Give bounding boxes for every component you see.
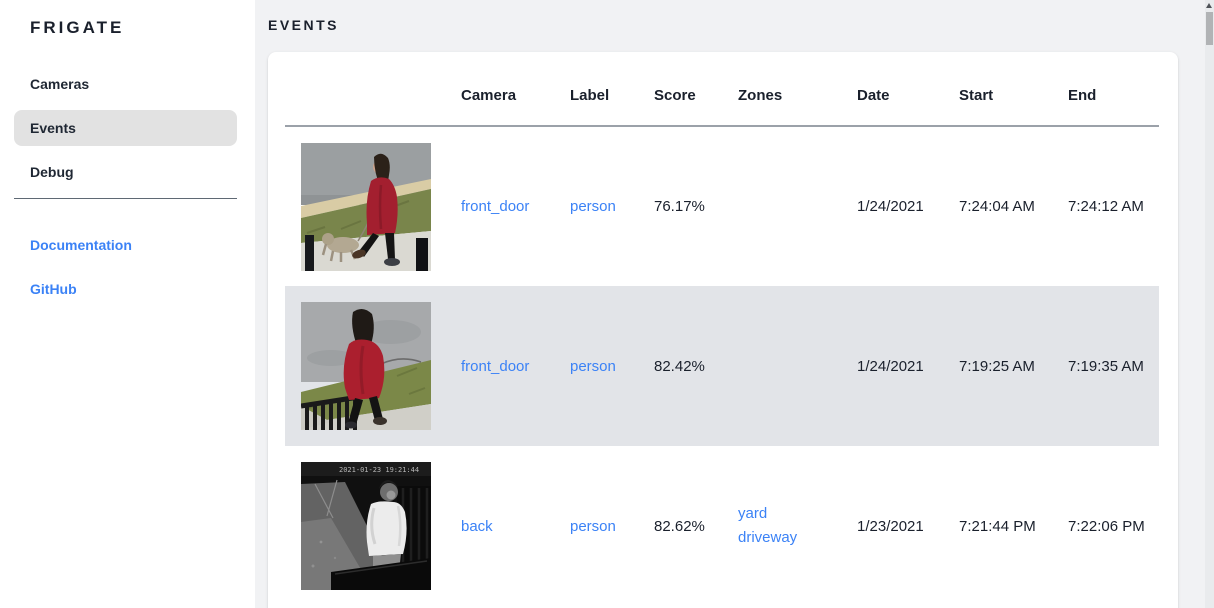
end-value: 7:22:06 PM [1068, 517, 1145, 535]
sidebar-item-debug[interactable]: Debug [14, 154, 237, 190]
column-end: End [1068, 52, 1159, 127]
page-title: EVENTS [268, 17, 340, 33]
zones-cell [738, 286, 857, 446]
events-card: Camera Label Score Zones Date Start End [268, 52, 1178, 608]
sidebar-item-label: Events [30, 120, 76, 136]
column-camera: Camera [461, 52, 570, 127]
start-value: 7:21:44 PM [959, 517, 1036, 535]
zone-link[interactable]: yard [738, 505, 768, 522]
date-value: 1/24/2021 [857, 198, 924, 215]
event-row[interactable]: front_door person 82.42% 1/24/2021 7:19:… [285, 286, 1159, 446]
sidebar-divider [14, 198, 237, 199]
column-date: Date [857, 52, 959, 127]
camera-link[interactable]: front_door [461, 198, 530, 215]
label-link[interactable]: person [570, 198, 616, 215]
column-start: Start [959, 52, 1068, 127]
event-thumbnail[interactable] [301, 142, 431, 271]
event-thumbnail[interactable] [301, 302, 431, 430]
sidebar: FRIGATE Cameras Events Debug Documentation… [0, 0, 255, 608]
score-value: 76.17% [654, 198, 705, 215]
score-value: 82.62% [654, 517, 705, 535]
sidebar-item-cameras[interactable]: Cameras [14, 66, 237, 102]
events-table: Camera Label Score Zones Date Start End [285, 52, 1159, 606]
event-row[interactable]: front_door person 76.17% 1/24/2021 7:24:… [285, 126, 1159, 286]
scrollbar[interactable] [1205, 0, 1214, 608]
scrollbar-up-arrow-icon[interactable] [1205, 1, 1214, 10]
date-value: 1/23/2021 [857, 517, 924, 535]
zone-link[interactable]: driveway [738, 529, 798, 546]
end-value: 7:24:12 AM [1068, 198, 1144, 215]
sidebar-item-label: Documentation [30, 237, 132, 253]
table-header-row: Camera Label Score Zones Date Start End [285, 52, 1159, 127]
column-score: Score [654, 52, 738, 127]
sidebar-external-links: Documentation GitHub [0, 227, 255, 307]
sidebar-item-events[interactable]: Events [14, 110, 237, 146]
svg-text:2021-01-23 19:21:44: 2021-01-23 19:21:44 [339, 466, 419, 474]
column-zones: Zones [738, 52, 857, 127]
sidebar-link-documentation[interactable]: Documentation [14, 227, 237, 263]
app-logo: FRIGATE [30, 18, 125, 37]
event-thumbnail-image: 2021-01-23 19:21:44 [301, 462, 431, 590]
camera-link[interactable]: front_door [461, 357, 530, 375]
zones-cell: yard driveway [738, 446, 857, 606]
sidebar-item-label: GitHub [30, 281, 77, 297]
zones-cell [738, 126, 857, 286]
event-thumbnail-image [301, 142, 431, 271]
start-value: 7:19:25 AM [959, 357, 1035, 375]
start-value: 7:24:04 AM [959, 198, 1035, 215]
date-value: 1/24/2021 [857, 357, 924, 375]
sidebar-nav: Cameras Events Debug [0, 66, 255, 190]
label-link[interactable]: person [570, 517, 616, 535]
event-row[interactable]: 2021-01-23 19:21:44 back person 82.62% y… [285, 446, 1159, 606]
sidebar-item-label: Debug [30, 164, 74, 180]
sidebar-link-github[interactable]: GitHub [14, 271, 237, 307]
label-link[interactable]: person [570, 357, 616, 375]
column-label: Label [570, 52, 654, 127]
sidebar-item-label: Cameras [30, 76, 90, 92]
events-table-body: front_door person 76.17% 1/24/2021 7:24:… [285, 126, 1159, 606]
camera-link[interactable]: back [461, 517, 493, 535]
column-thumbnail [285, 52, 461, 127]
event-thumbnail-image [301, 302, 431, 430]
scrollbar-thumb[interactable] [1206, 12, 1213, 45]
event-thumbnail[interactable]: 2021-01-23 19:21:44 [301, 462, 431, 590]
main-content: EVENTS Camera Label Score Zones Date Sta… [255, 0, 1214, 608]
end-value: 7:19:35 AM [1068, 357, 1144, 375]
score-value: 82.42% [654, 357, 705, 375]
